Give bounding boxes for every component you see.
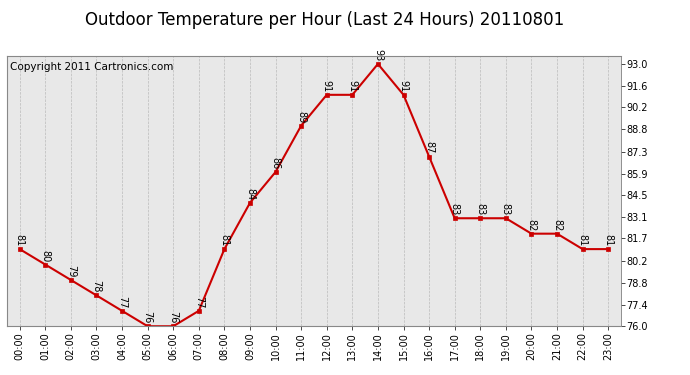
Text: 87: 87 — [424, 141, 434, 154]
Text: 82: 82 — [526, 219, 536, 231]
Text: 83: 83 — [475, 203, 485, 216]
Text: 82: 82 — [552, 219, 562, 231]
Text: 81: 81 — [578, 234, 588, 246]
Text: 79: 79 — [66, 265, 76, 277]
Text: 86: 86 — [270, 157, 281, 169]
Text: 77: 77 — [194, 296, 204, 308]
Text: 91: 91 — [322, 80, 332, 92]
Text: 80: 80 — [40, 249, 50, 262]
Text: 76: 76 — [143, 311, 152, 324]
Text: 81: 81 — [603, 234, 613, 246]
Text: 83: 83 — [501, 203, 511, 216]
Text: 76: 76 — [168, 311, 178, 324]
Text: 93: 93 — [373, 49, 383, 61]
Text: 81: 81 — [219, 234, 229, 246]
Text: 91: 91 — [347, 80, 357, 92]
Text: 77: 77 — [117, 296, 127, 308]
Text: 89: 89 — [296, 111, 306, 123]
Text: Outdoor Temperature per Hour (Last 24 Hours) 20110801: Outdoor Temperature per Hour (Last 24 Ho… — [85, 11, 564, 29]
Text: 83: 83 — [450, 203, 460, 216]
Text: Copyright 2011 Cartronics.com: Copyright 2011 Cartronics.com — [10, 62, 173, 72]
Text: 84: 84 — [245, 188, 255, 200]
Text: 81: 81 — [14, 234, 25, 246]
Text: 91: 91 — [399, 80, 408, 92]
Text: 78: 78 — [92, 280, 101, 292]
